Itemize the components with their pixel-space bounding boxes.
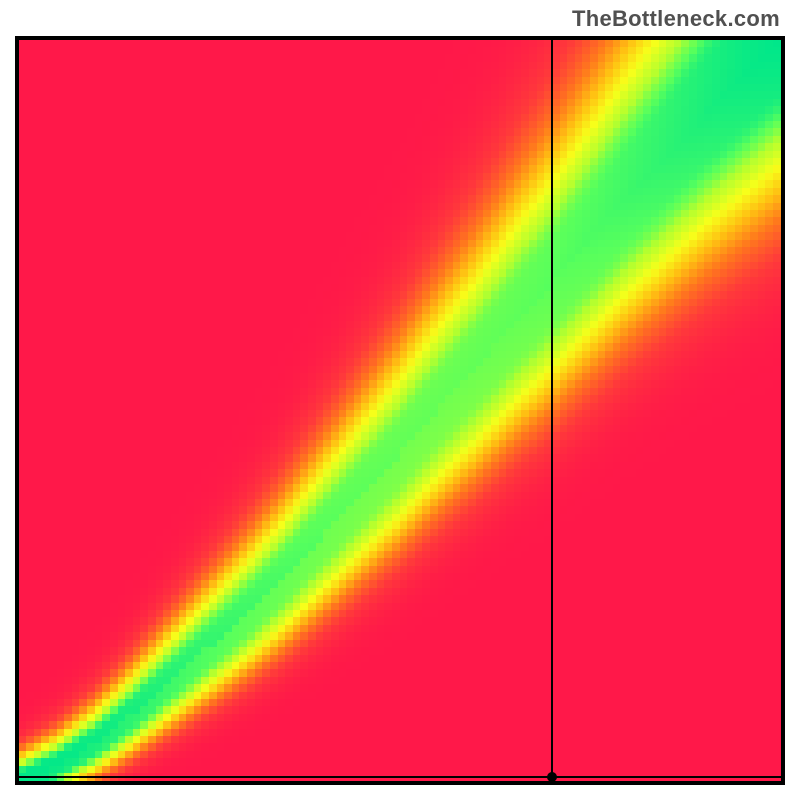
crosshair-vertical bbox=[551, 40, 553, 781]
plot-border bbox=[15, 36, 785, 785]
watermark-text: TheBottleneck.com bbox=[572, 6, 780, 32]
crosshair-marker bbox=[547, 772, 557, 782]
crosshair-horizontal bbox=[19, 776, 781, 778]
